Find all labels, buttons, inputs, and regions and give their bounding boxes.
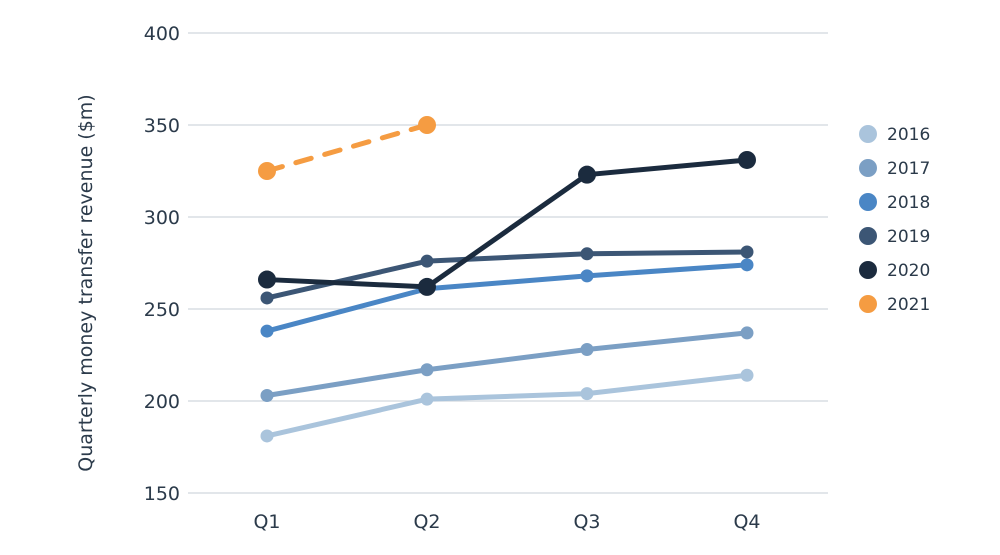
- x-tick-label: Q3: [573, 511, 600, 533]
- data-point: [258, 270, 276, 289]
- legend-item-2020: 2020: [859, 261, 930, 281]
- series-line: [264, 372, 750, 439]
- legend-item-2021: 2021: [859, 295, 930, 315]
- legend-item-2018: 2018: [859, 193, 930, 213]
- legend-label: 2016: [887, 125, 930, 145]
- data-point: [580, 342, 594, 356]
- data-point: [578, 165, 596, 184]
- data-point: [740, 326, 754, 340]
- y-tick-label: 150: [144, 483, 180, 505]
- series-2019: [260, 245, 754, 305]
- legend-marker: [859, 193, 877, 211]
- y-tick-label: 200: [144, 391, 180, 413]
- legend-label: 2017: [887, 159, 930, 179]
- data-point: [580, 269, 594, 283]
- y-axis-title: Quarterly money transfer revenue ($m): [75, 94, 97, 471]
- y-tick-label: 350: [144, 115, 180, 137]
- series-2017: [260, 326, 754, 402]
- data-point: [418, 277, 436, 296]
- legend-label: 2018: [887, 193, 930, 213]
- series-lines: [258, 116, 756, 443]
- x-tick-label: Q4: [733, 511, 760, 533]
- data-point: [420, 392, 434, 406]
- legend: 2016 2017 2018 2019 2020 2021: [859, 125, 930, 315]
- data-point: [260, 388, 274, 402]
- x-tick-label: Q1: [253, 511, 280, 533]
- series-2021: [258, 116, 436, 180]
- data-point: [580, 387, 594, 401]
- series-2020: [258, 150, 756, 296]
- x-axis-ticks: Q1 Q2 Q3 Q4: [253, 511, 760, 533]
- data-point: [740, 245, 754, 259]
- gridlines: [188, 32, 828, 494]
- legend-marker: [859, 261, 877, 279]
- series-line: [264, 262, 750, 334]
- series-line: [264, 157, 750, 290]
- data-point: [580, 247, 594, 261]
- legend-label: 2019: [887, 227, 930, 247]
- legend-label: 2021: [887, 295, 930, 315]
- legend-marker: [859, 295, 877, 313]
- legend-item-2016: 2016: [859, 125, 930, 145]
- data-point: [420, 254, 434, 268]
- legend-item-2019: 2019: [859, 227, 930, 247]
- series-line: [264, 330, 750, 398]
- legend-marker: [859, 227, 877, 245]
- y-tick-label: 250: [144, 299, 180, 321]
- data-point: [258, 162, 276, 180]
- data-point: [740, 368, 754, 382]
- y-tick-label: 300: [144, 207, 180, 229]
- legend-label: 2020: [887, 261, 930, 281]
- x-tick-label: Q2: [413, 511, 440, 533]
- data-point: [260, 324, 274, 338]
- data-point: [418, 116, 436, 134]
- data-point: [260, 291, 274, 305]
- series-line: [264, 249, 750, 301]
- data-point: [420, 363, 434, 377]
- data-point: [738, 150, 756, 169]
- y-axis-ticks: 150 200 250 300 350 400: [144, 23, 180, 505]
- data-point: [740, 258, 754, 272]
- data-point: [260, 429, 274, 443]
- series-2018: [260, 258, 754, 338]
- legend-item-2017: 2017: [859, 159, 930, 179]
- series-2016: [260, 368, 754, 443]
- legend-marker: [859, 159, 877, 177]
- legend-marker: [859, 125, 877, 143]
- y-tick-label: 400: [144, 23, 180, 45]
- series-line: [264, 122, 430, 174]
